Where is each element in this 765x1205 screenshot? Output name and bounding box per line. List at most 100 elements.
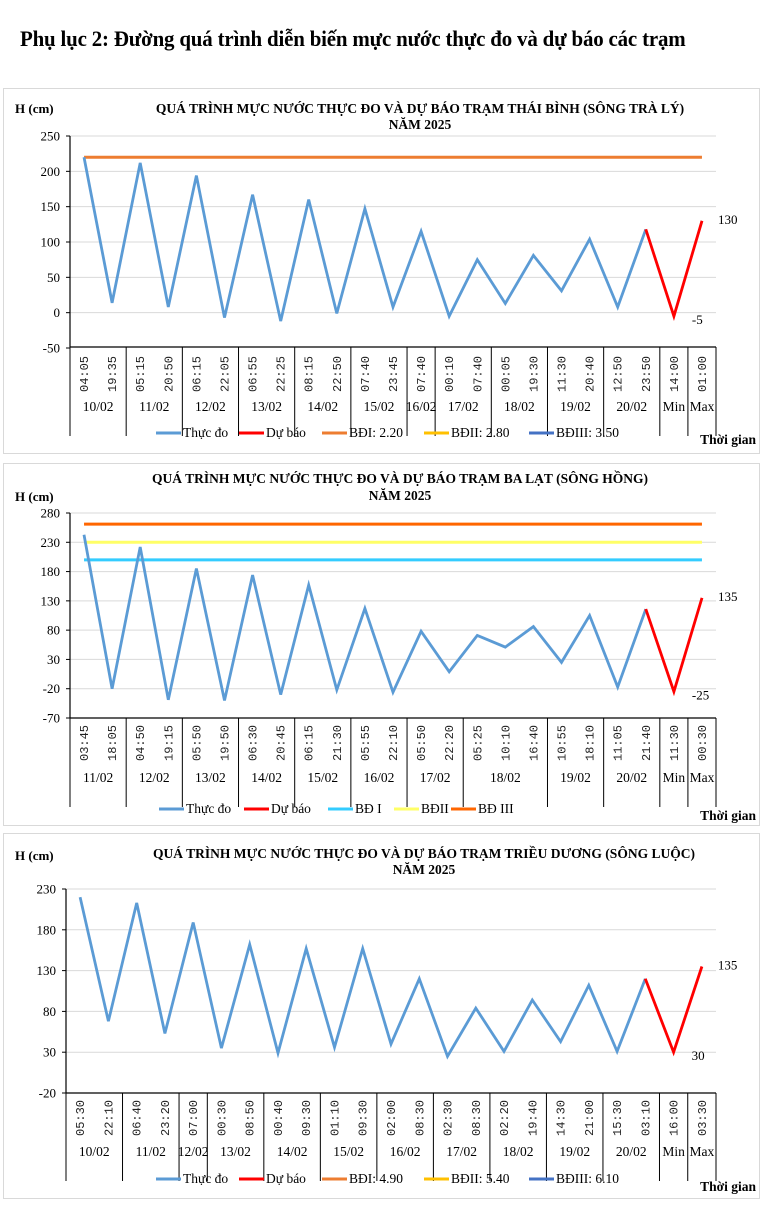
y-tick-label: 130: [41, 593, 61, 608]
x-group-label: 16/02: [406, 399, 437, 414]
x-tick-label: 22:05: [218, 356, 232, 392]
x-group-label: 15/02: [307, 770, 338, 785]
x-group-label: 20/02: [616, 399, 647, 414]
y-tick-label: 30: [47, 652, 60, 667]
x-tick-label: 19:35: [106, 356, 120, 392]
y-tick-label: 280: [41, 506, 61, 521]
x-tick-label: 18:05: [106, 725, 120, 761]
x-tick-label: 08:50: [244, 1100, 258, 1136]
x-tick-label: 00:05: [499, 356, 513, 392]
legend-label: Thực đo: [183, 425, 228, 440]
x-tick-label: 20:45: [275, 725, 289, 761]
y-tick-label: 150: [41, 199, 61, 214]
data-label: 130: [718, 212, 738, 227]
x-group-label: 18/02: [490, 770, 521, 785]
x-tick-label: 05:50: [190, 725, 204, 761]
x-tick-label: 01:10: [328, 1100, 342, 1136]
legend-label: Dự báo: [271, 801, 311, 816]
y-tick-label: 100: [41, 235, 61, 250]
x-group-label: 19/02: [560, 399, 591, 414]
x-tick-label: 11:30: [668, 725, 682, 761]
y-tick-label: 230: [37, 882, 57, 897]
legend-label: BĐ III: [478, 801, 514, 816]
x-tick-label: 06:55: [247, 356, 261, 392]
y-tick-label: 250: [41, 129, 61, 144]
x-tick-label: 06:40: [131, 1100, 145, 1136]
page-title: Phụ lục 2: Đường quá trình diễn biến mực…: [20, 26, 686, 51]
x-group-label: Max: [689, 1144, 714, 1159]
x-tick-label: 08:30: [413, 1100, 427, 1136]
y-axis-label: H (cm): [15, 848, 54, 863]
x-tick-label: 00:30: [696, 725, 710, 761]
data-label: 135: [718, 589, 738, 604]
x-group-label: 13/02: [251, 399, 282, 414]
observed-line: [78, 896, 647, 1060]
x-tick-label: 21:00: [583, 1100, 597, 1136]
chart-title-line: NĂM 2025: [389, 117, 452, 132]
chart-ba-lat: QUÁ TRÌNH MỰC NƯỚC THỰC ĐO VÀ DỰ BÁO TRẠ…: [15, 471, 756, 823]
chart-trieu-duong: QUÁ TRÌNH MỰC NƯỚC THỰC ĐO VÀ DỰ BÁO TRẠ…: [15, 846, 756, 1194]
chart-title-line: QUÁ TRÌNH MỰC NƯỚC THỰC ĐO VÀ DỰ BÁO TRẠ…: [156, 101, 684, 116]
x-tick-label: 06:15: [190, 356, 204, 392]
x-tick-label: 22:10: [102, 1100, 116, 1136]
legend-label: BĐII: 2.80: [451, 425, 510, 440]
x-tick-label: 08:30: [470, 1100, 484, 1136]
x-tick-label: 05:15: [134, 356, 148, 392]
x-tick-label: 11:30: [556, 356, 570, 392]
x-tick-label: 04:05: [78, 356, 92, 392]
x-tick-label: 10:55: [556, 725, 570, 761]
x-tick-label: 20:50: [162, 356, 176, 392]
x-tick-label: 19:40: [526, 1100, 540, 1136]
y-tick-label: 180: [41, 564, 61, 579]
x-axis-label: Thời gian: [700, 432, 756, 447]
y-axis-label: H (cm): [15, 101, 54, 116]
x-group-label: 14/02: [307, 399, 338, 414]
forecast-line: [644, 220, 704, 321]
x-tick-label: 23:45: [387, 356, 401, 392]
x-tick-label: 19:15: [162, 725, 176, 761]
x-group-label: 12/02: [139, 770, 170, 785]
x-group-label: 11/02: [136, 1144, 166, 1159]
data-label: -5: [692, 312, 703, 327]
x-group-label: 20/02: [616, 770, 647, 785]
x-tick-label: 18:10: [584, 725, 598, 761]
x-tick-label: 21:30: [331, 725, 345, 761]
y-tick-label: -50: [43, 341, 60, 356]
x-tick-label: 03:45: [78, 725, 92, 761]
x-tick-label: 15:30: [611, 1100, 625, 1136]
x-tick-label: 04:50: [134, 725, 148, 761]
x-tick-label: 02:00: [385, 1100, 399, 1136]
y-tick-label: -70: [43, 711, 60, 726]
x-group-label: 14/02: [251, 770, 282, 785]
x-group-label: 12/02: [195, 399, 226, 414]
chart-title-line: QUÁ TRÌNH MỰC NƯỚC THỰC ĐO VÀ DỰ BÁO TRẠ…: [152, 471, 648, 486]
y-tick-label: 230: [41, 535, 61, 550]
x-tick-label: 07:40: [359, 356, 373, 392]
x-group-label: 18/02: [503, 1144, 534, 1159]
forecast-line: [644, 597, 704, 697]
x-group-label: 17/02: [446, 1144, 477, 1159]
y-tick-label: -20: [43, 681, 60, 696]
x-tick-label: 22:20: [443, 725, 457, 761]
x-tick-label: 10:10: [499, 725, 513, 761]
legend-label: BĐIII: 6.10: [556, 1171, 619, 1186]
x-tick-label: 11:05: [612, 725, 626, 761]
x-tick-label: 09:30: [357, 1100, 371, 1136]
legend-label: BĐIII: 3.50: [556, 425, 619, 440]
x-tick-label: 07:00: [187, 1100, 201, 1136]
x-group-label: 14/02: [277, 1144, 308, 1159]
y-tick-label: 30: [43, 1045, 56, 1060]
y-tick-label: 80: [43, 1004, 56, 1019]
x-group-label: 20/02: [616, 1144, 647, 1159]
x-tick-label: 03:30: [696, 1100, 710, 1136]
x-tick-label: 19:50: [218, 725, 232, 761]
x-group-label: 12/02: [178, 1144, 209, 1159]
x-group-label: 19/02: [560, 770, 591, 785]
x-group-label: 13/02: [220, 1144, 251, 1159]
y-axis-label: H (cm): [15, 489, 54, 504]
chart-thai-binh: QUÁ TRÌNH MỰC NƯỚC THỰC ĐO VÀ DỰ BÁO TRẠ…: [15, 101, 756, 447]
x-tick-label: 08:15: [303, 356, 317, 392]
x-group-label: 17/02: [420, 770, 451, 785]
x-tick-label: 16:40: [527, 725, 541, 761]
x-tick-label: 14:00: [668, 356, 682, 392]
